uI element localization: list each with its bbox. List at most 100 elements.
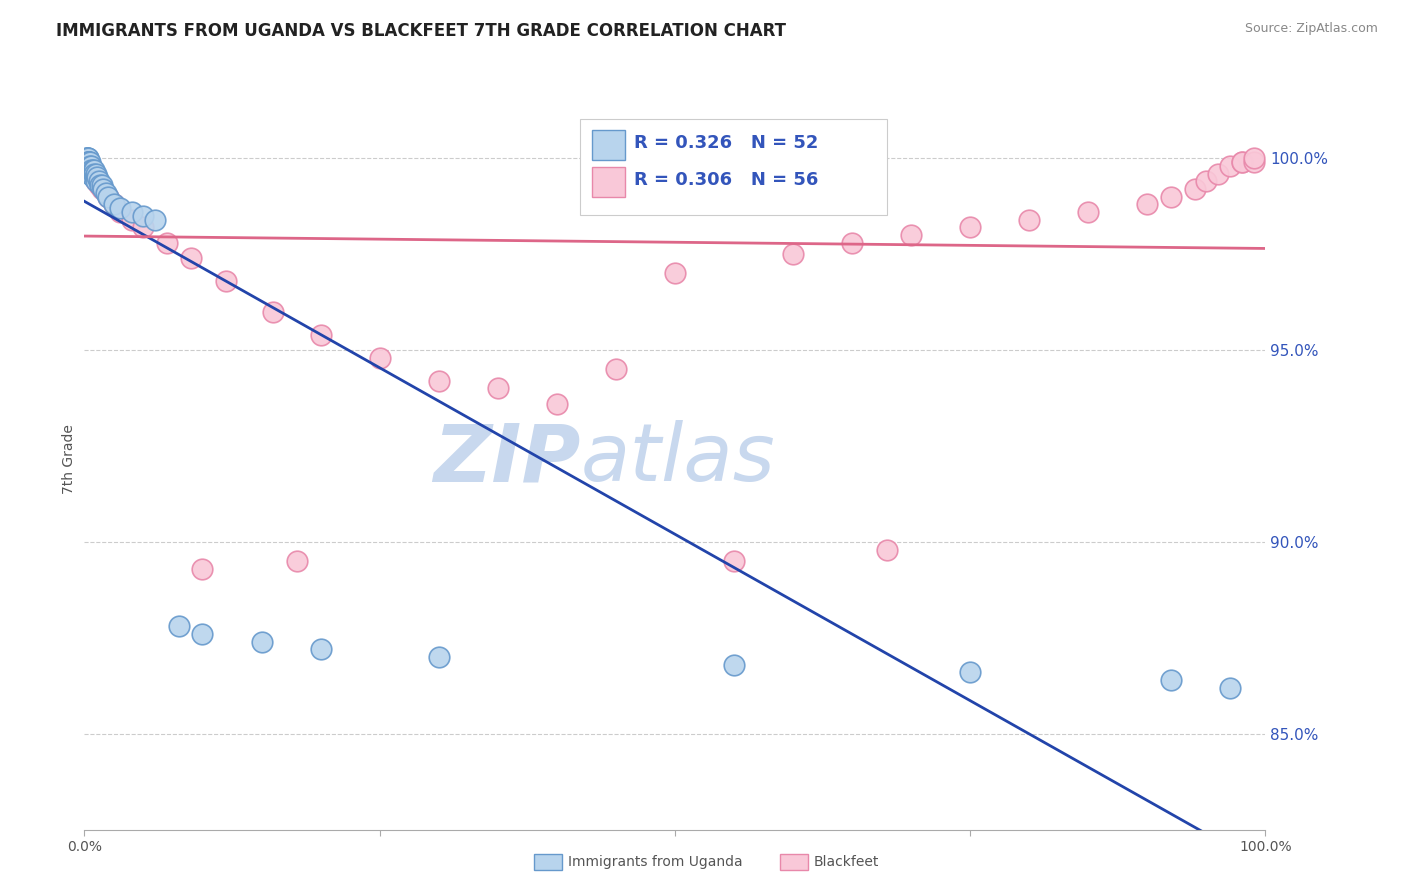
Point: [143, 212, 166, 227]
Point: [77, 162, 100, 177]
Point: [1230, 155, 1253, 169]
Point: [87, 174, 110, 188]
Point: [79, 159, 101, 173]
Point: [79, 167, 101, 181]
Text: Source: ZipAtlas.com: Source: ZipAtlas.com: [1244, 22, 1378, 36]
Point: [94, 186, 117, 200]
Point: [108, 201, 131, 215]
Point: [86, 170, 108, 185]
Point: [80, 159, 103, 173]
Point: [191, 562, 214, 576]
Point: [103, 197, 125, 211]
Point: [97, 189, 120, 203]
Point: [77, 155, 100, 169]
Point: [309, 327, 332, 342]
Point: [76, 151, 98, 165]
Point: [309, 642, 332, 657]
Point: [77, 155, 100, 169]
Point: [1219, 159, 1241, 173]
Point: [76, 155, 98, 169]
Point: [1195, 174, 1218, 188]
Point: [77, 159, 100, 173]
Point: [91, 182, 114, 196]
Y-axis label: 7th Grade: 7th Grade: [62, 425, 76, 494]
Text: R = 0.326   N = 52: R = 0.326 N = 52: [634, 135, 818, 153]
Point: [546, 397, 568, 411]
Point: [77, 155, 100, 169]
Point: [77, 162, 100, 177]
Point: [1219, 681, 1241, 695]
Point: [77, 155, 100, 169]
Point: [156, 235, 179, 250]
Point: [87, 178, 110, 193]
Point: [84, 170, 107, 185]
Point: [84, 174, 107, 188]
Point: [84, 174, 107, 188]
Point: [1184, 182, 1206, 196]
Point: [723, 657, 745, 672]
Point: [76, 155, 98, 169]
Point: [89, 178, 111, 193]
Point: [1160, 189, 1182, 203]
Point: [79, 162, 101, 177]
Point: [250, 634, 273, 648]
Point: [77, 159, 100, 173]
Point: [76, 151, 98, 165]
Point: [76, 159, 98, 173]
Point: [262, 304, 284, 318]
Point: [841, 235, 863, 250]
Point: [82, 162, 104, 177]
Point: [77, 155, 100, 169]
Point: [82, 170, 104, 185]
Point: [132, 209, 155, 223]
Point: [900, 227, 922, 242]
Point: [77, 159, 100, 173]
Point: [132, 220, 155, 235]
Point: [83, 167, 105, 181]
Point: [103, 197, 125, 211]
Point: [121, 212, 143, 227]
Point: [959, 665, 981, 680]
Point: [1230, 155, 1253, 169]
Point: [1136, 197, 1159, 211]
Point: [486, 381, 509, 395]
Bar: [592, 130, 626, 160]
Point: [77, 155, 100, 169]
Point: [79, 155, 101, 169]
Point: [75, 155, 97, 169]
Point: [427, 649, 450, 664]
Bar: [581, 119, 887, 215]
Point: [77, 162, 100, 177]
Point: [79, 162, 101, 177]
Point: [83, 170, 105, 185]
Point: [180, 251, 202, 265]
Point: [75, 155, 97, 169]
Point: [83, 162, 105, 177]
Point: [285, 554, 308, 568]
Text: ZIP: ZIP: [433, 420, 581, 499]
Bar: [592, 167, 626, 196]
Point: [605, 362, 627, 376]
Point: [167, 619, 190, 633]
Point: [959, 220, 981, 235]
Point: [82, 167, 104, 181]
Point: [191, 627, 214, 641]
Point: [91, 178, 114, 193]
Point: [876, 542, 898, 557]
Point: [108, 205, 131, 219]
Point: [1018, 212, 1040, 227]
Point: [80, 162, 103, 177]
Point: [80, 167, 103, 181]
Text: Blackfeet: Blackfeet: [814, 855, 879, 869]
Point: [91, 182, 114, 196]
Point: [77, 155, 100, 169]
Point: [1243, 155, 1265, 169]
Point: [77, 155, 100, 169]
Point: [1206, 167, 1229, 181]
Point: [77, 151, 100, 165]
Point: [76, 151, 98, 165]
Point: [77, 159, 100, 173]
Point: [97, 189, 120, 203]
Point: [77, 151, 100, 165]
Text: R = 0.306   N = 56: R = 0.306 N = 56: [634, 171, 818, 189]
